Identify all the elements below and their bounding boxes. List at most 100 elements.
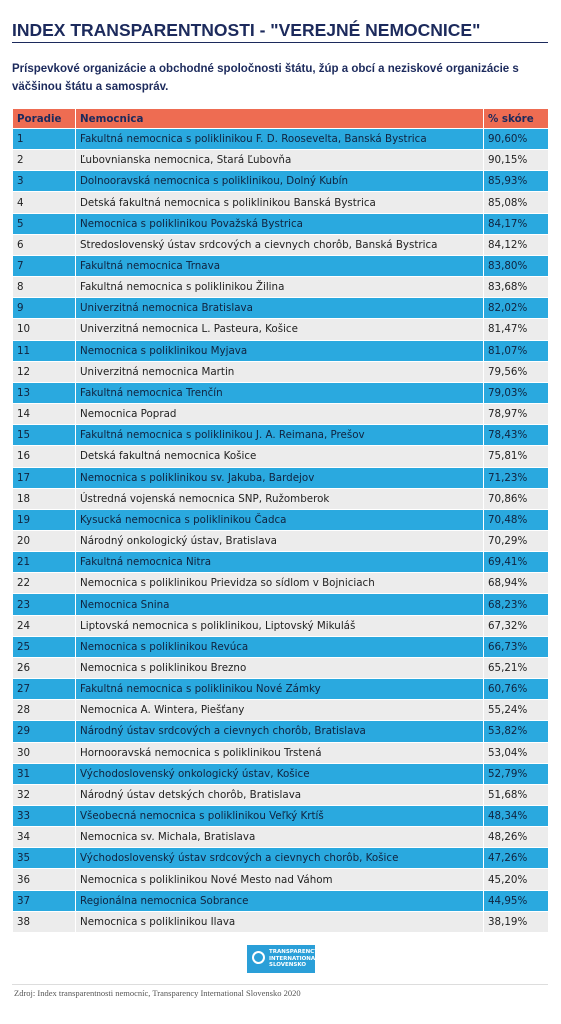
hospital-cell: Nemocnica s poliklinikou Myjava	[75, 339, 484, 362]
rank-cell: 13	[12, 381, 76, 405]
table-row: 21 Fakultná nemocnica Nitra 69,41%	[12, 551, 549, 574]
score-cell: 84,17%	[483, 212, 549, 235]
rank-cell: 34	[12, 826, 76, 849]
column-header: Poradie	[12, 108, 76, 129]
hospital-cell: Nemocnica Snina	[75, 593, 484, 616]
score-cell: 90,15%	[483, 149, 549, 172]
rank-cell: 36	[12, 868, 76, 891]
rank-cell: 10	[12, 318, 76, 341]
hospital-cell: Nemocnica s poliklinikou Nové Mesto nad …	[75, 868, 484, 891]
table-row: 5 Nemocnica s poliklinikou Považská Bystr…	[12, 212, 549, 235]
table-row: 27 Fakultná nemocnica s poliklinikou Nové…	[12, 678, 549, 701]
score-cell: 45,20%	[483, 868, 549, 891]
hospital-cell: Hornooravská nemocnica s poliklinikou Tr…	[75, 741, 484, 764]
table-row: 8 Fakultná nemocnica s poliklinikou Žilin…	[12, 276, 549, 299]
score-cell: 48,26%	[483, 826, 549, 849]
score-cell: 68,94%	[483, 572, 549, 595]
logo-text: TRANSPARENCY	[269, 949, 319, 955]
rank-cell: 16	[12, 445, 76, 468]
table-row: 1 Fakultná nemocnica s poliklinikou F. D.…	[12, 127, 549, 151]
table-row: 37 Regionálna nemocnica Sobrance 44,95%	[12, 889, 549, 912]
rank-cell: 27	[12, 678, 76, 701]
score-cell: 71,23%	[483, 466, 549, 489]
rank-cell: 21	[12, 551, 76, 574]
table-row: 16 Detská fakultná nemocnica Košice 75,81%	[12, 445, 549, 468]
score-cell: 81,07%	[483, 339, 549, 362]
table-row: 28 Nemocnica A. Wintera, Piešťany 55,24%	[12, 699, 549, 722]
rank-cell: 22	[12, 572, 76, 595]
table-row: 26 Nemocnica s poliklinikou Brezno 65,21%	[12, 656, 549, 680]
hospital-cell: Ľubovnianska nemocnica, Stará Ľubovňa	[75, 149, 484, 172]
score-cell: 84,12%	[483, 233, 549, 256]
hospital-cell: Nemocnica s poliklinikou Považská Bystri…	[75, 212, 484, 235]
rank-cell: 30	[12, 741, 76, 764]
table-row: 10 Univerzitná nemocnica L. Pasteura, Koš…	[12, 318, 549, 341]
hospital-cell: Nemocnica A. Wintera, Piešťany	[75, 699, 484, 722]
rank-cell: 35	[12, 847, 76, 870]
title: INDEX TRANSPARENTNOSTI - "VEREJNÉ NEMOCN…	[12, 20, 481, 40]
rank-cell: 8	[12, 276, 76, 299]
table-row: 3 Dolnooravská nemocnica s poliklinikou, …	[12, 170, 549, 193]
hospital-cell: Liptovská nemocnica s poliklinikou, Lipt…	[75, 614, 484, 637]
hospital-cell: Fakultná nemocnica Nitra	[75, 551, 484, 574]
ranking-table: Poradie Nemocnica% skóre 1 Fakultná nemocn…	[12, 108, 549, 933]
table-row: 4 Detská fakultná nemocnica s polikliniko…	[12, 191, 549, 214]
table-row: 30 Hornooravská nemocnica s poliklinikou …	[12, 741, 549, 764]
rank-cell: 33	[12, 804, 76, 828]
table-row: 12 Univerzitná nemocnica Martin 79,56%	[12, 360, 549, 383]
hospital-cell: Nemocnica Poprad	[75, 403, 484, 426]
rank-cell: 23	[12, 593, 76, 616]
rank-cell: 5	[12, 212, 76, 235]
score-cell: 60,76%	[483, 678, 549, 701]
hospital-cell: Fakultná nemocnica s poliklinikou Nové Z…	[75, 678, 484, 701]
score-cell: 51,68%	[483, 783, 549, 807]
table-row: 24 Liptovská nemocnica s poliklinikou, Li…	[12, 614, 549, 637]
table-row: 13 Fakultná nemocnica Trenčín 79,03%	[12, 381, 549, 405]
rank-cell: 17	[12, 466, 76, 489]
score-cell: 66,73%	[483, 635, 549, 658]
table-row: 38 Nemocnica s poliklinikou Ilava 38,19%	[12, 910, 549, 933]
subtitle: Príspevkové organizácie a obchodné spolo…	[12, 63, 519, 93]
hospital-cell: Národný onkologický ústav, Bratislava	[75, 529, 484, 553]
score-cell: 55,24%	[483, 699, 549, 722]
table-row: 2 Ľubovnianska nemocnica, Stará Ľubovňa 90…	[12, 149, 549, 172]
rank-cell: 29	[12, 720, 76, 743]
hospital-cell: Nemocnica sv. Michala, Bratislava	[75, 826, 484, 849]
score-cell: 68,23%	[483, 593, 549, 616]
source: Zdroj: Index transparentnosti nemocníc, …	[14, 988, 301, 998]
logo: TRANSPARENCY INTERNATIONAL SLOVENSKO	[247, 945, 319, 973]
rank-cell: 18	[12, 487, 76, 510]
rank-cell: 24	[12, 614, 76, 637]
table-row: 11 Nemocnica s poliklinikou Myjava 81,07%	[12, 339, 549, 362]
table-row: 7 Fakultná nemocnica Trnava 83,80%	[12, 254, 549, 278]
table-row: 14 Nemocnica Poprad 78,97%	[12, 403, 549, 426]
score-cell: 70,86%	[483, 487, 549, 510]
column-header: Nemocnica	[75, 108, 484, 129]
rank-cell: 1	[12, 127, 76, 151]
score-cell: 79,03%	[483, 381, 549, 405]
rank-cell: 7	[12, 254, 76, 278]
rank-cell: 38	[12, 910, 76, 933]
rank-cell: 15	[12, 424, 76, 447]
rank-cell: 3	[12, 170, 76, 193]
hospital-cell: Univerzitná nemocnica Bratislava	[75, 297, 484, 320]
score-cell: 85,08%	[483, 191, 549, 214]
rank-cell: 32	[12, 783, 76, 807]
table-row: 20 Národný onkologický ústav, Bratislava 7…	[12, 529, 549, 553]
hospital-cell: Detská fakultná nemocnica Košice	[75, 445, 484, 468]
table-row: 18 Ústredná vojenská nemocnica SNP, Ružom…	[12, 487, 549, 510]
table-row: 31 Východoslovenský onkologický ústav, Ko…	[12, 762, 549, 785]
score-cell: 70,48%	[483, 508, 549, 531]
hospital-cell: Ústredná vojenská nemocnica SNP, Ružombe…	[75, 487, 484, 510]
rank-cell: 28	[12, 699, 76, 722]
rank-cell: 9	[12, 297, 76, 320]
score-cell: 70,29%	[483, 529, 549, 553]
rank-cell: 6	[12, 233, 76, 256]
rank-cell: 37	[12, 889, 76, 912]
table-row: 36 Nemocnica s poliklinikou Nové Mesto na…	[12, 868, 549, 891]
score-cell: 44,95%	[483, 889, 549, 912]
table-row: 15 Fakultná nemocnica s poliklinikou J. A…	[12, 424, 549, 447]
table-row: 29 Národný ústav srdcových a cievnych cho…	[12, 720, 549, 743]
hospital-cell: Všeobecná nemocnica s poliklinikou Veľký…	[75, 804, 484, 828]
